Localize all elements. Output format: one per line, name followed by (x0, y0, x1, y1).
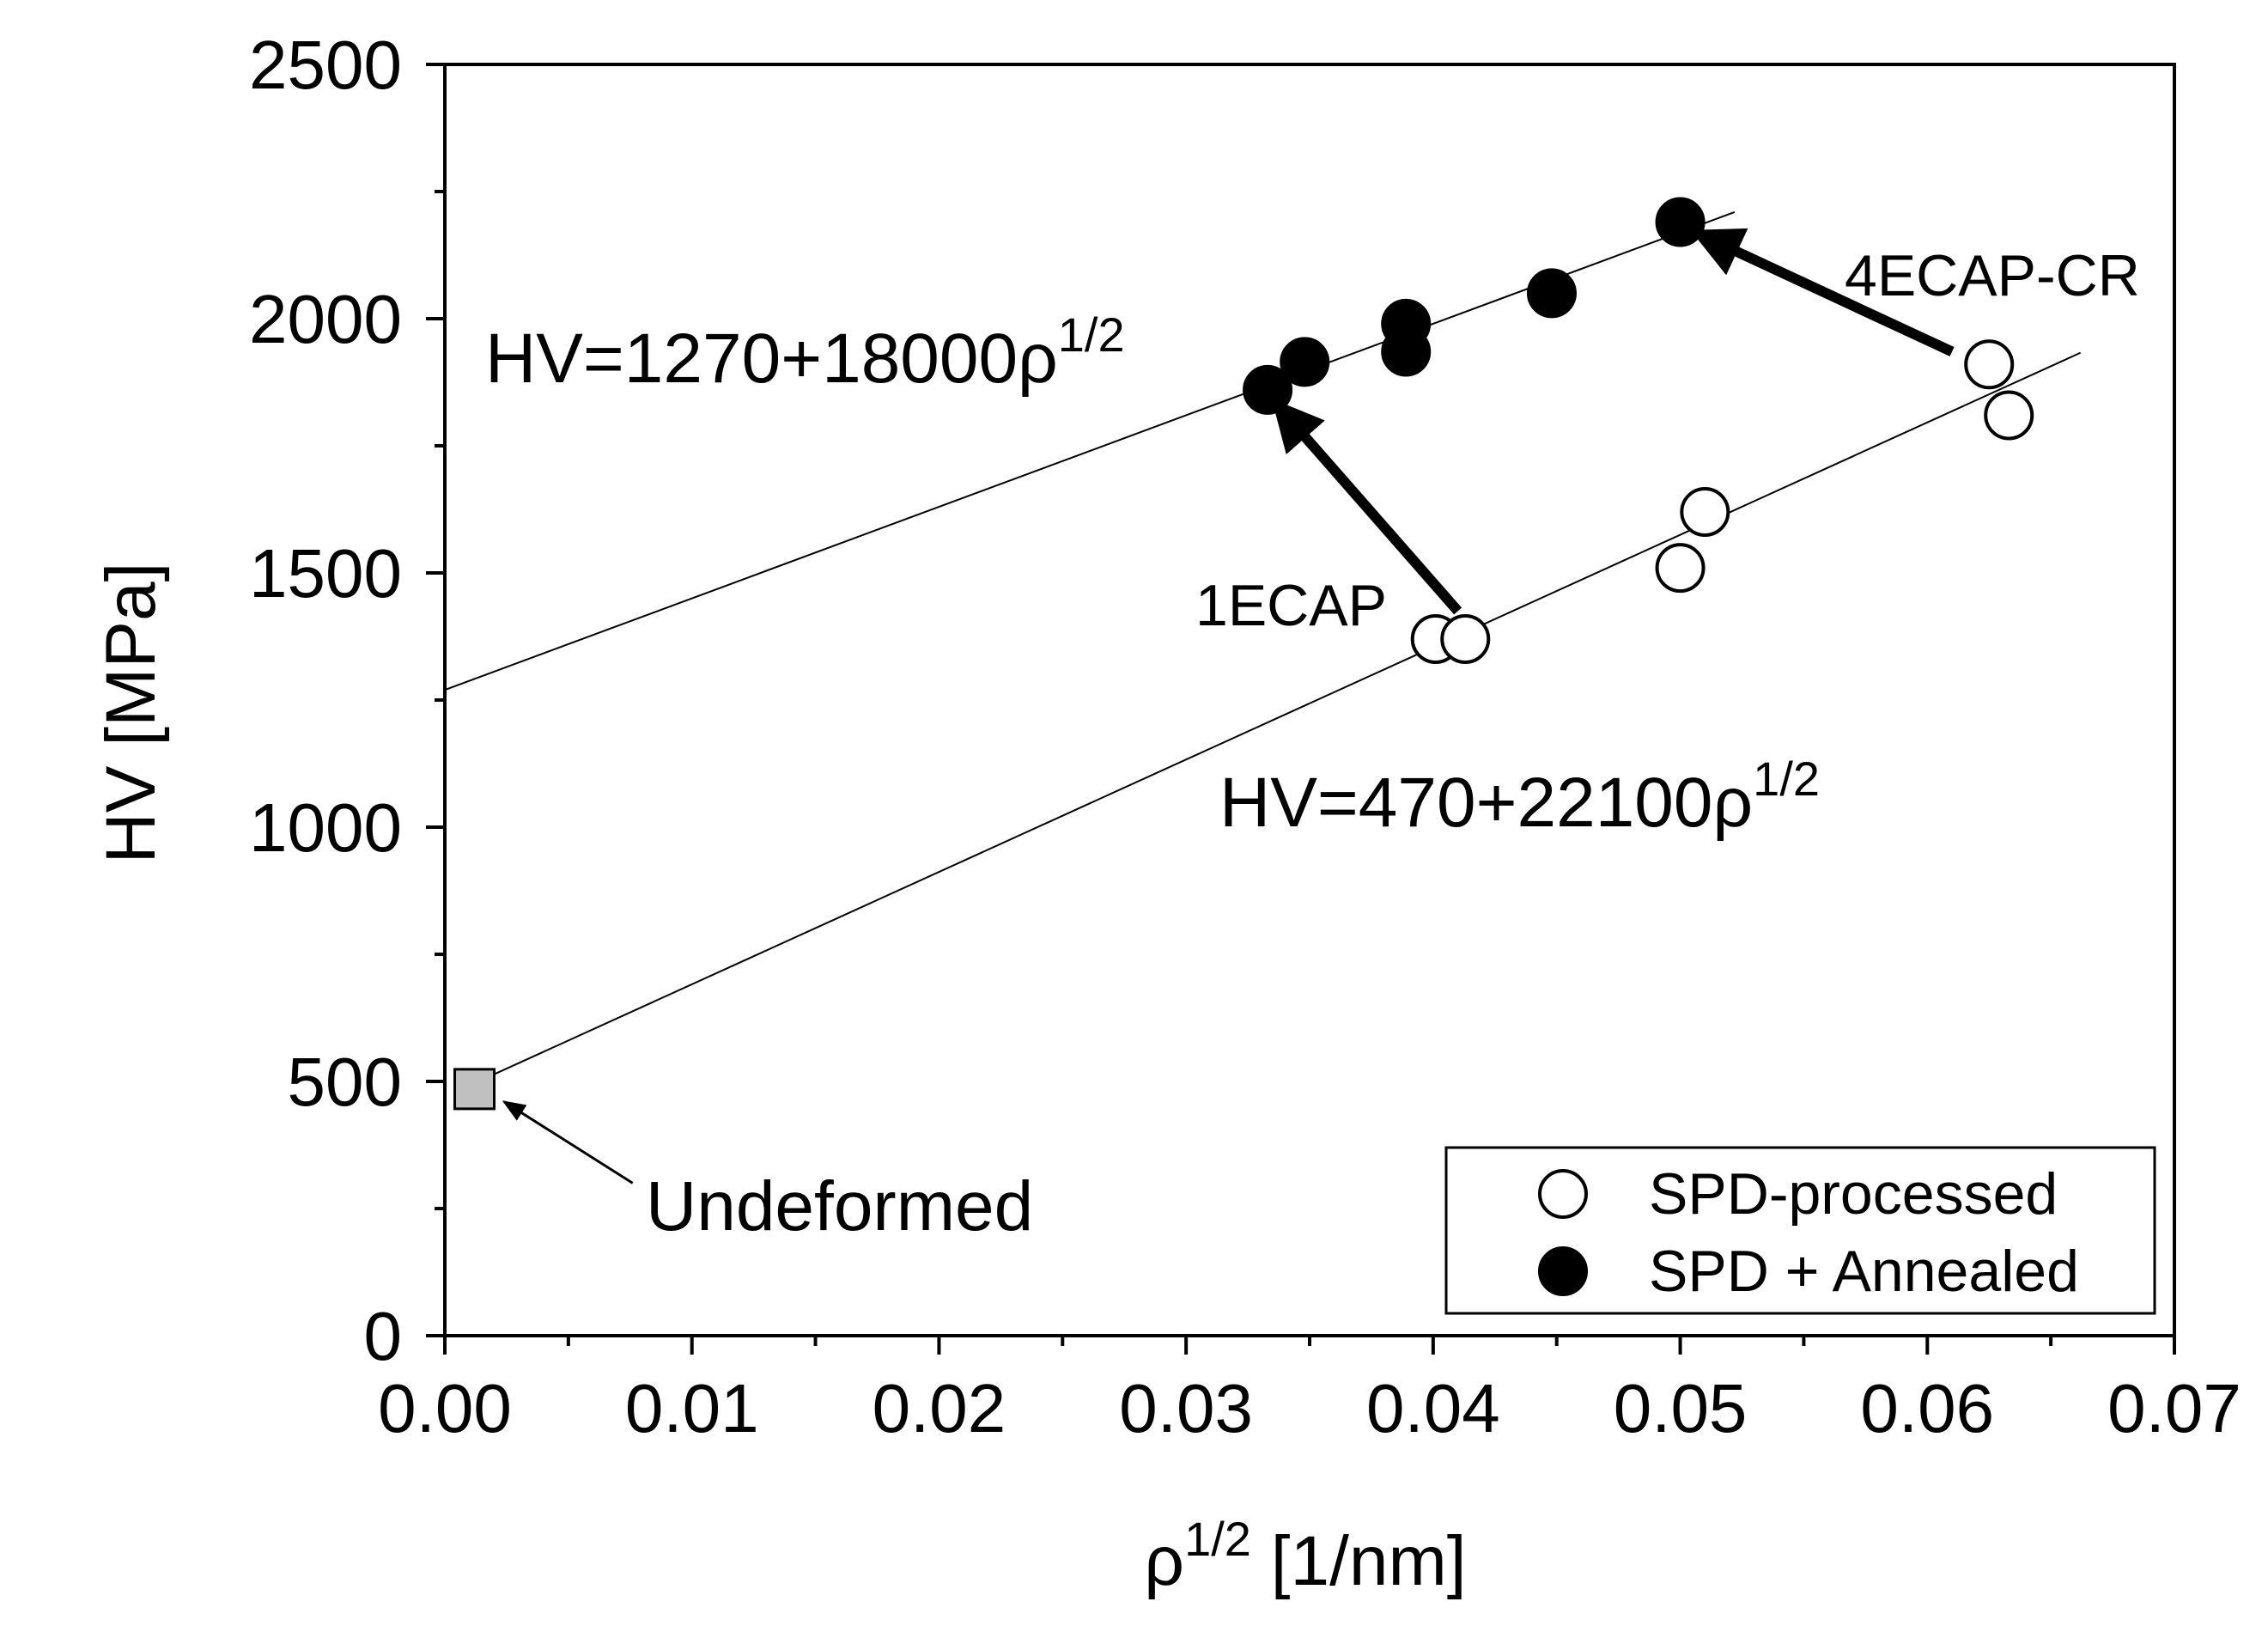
x-tick-label: 0.07 (2107, 1370, 2241, 1446)
legend-label-spd-processed: SPD-processed (1649, 1161, 2058, 1227)
x-tick-label: 0.06 (1860, 1370, 1994, 1446)
y-tick-label: 0 (364, 1298, 403, 1374)
annotation-arrow (1690, 227, 1955, 356)
data-point-spd-annealed (1526, 268, 1577, 319)
fit-line-processed (474, 351, 2082, 1084)
equation-annealed: HV=1270+18000ρ1/2 (485, 308, 1125, 398)
data-point-spd-annealed (1243, 364, 1293, 415)
data-point-spd-processed (1680, 486, 1730, 537)
annotation-arrow (502, 1100, 634, 1184)
legend-marker-spd-annealed (1538, 1246, 1588, 1296)
label-1ecap: 1ECAP (1195, 573, 1387, 638)
x-tick-label: 0.04 (1366, 1370, 1500, 1446)
annotation-arrow (1271, 399, 1462, 615)
legend-marker-spd-processed (1538, 1169, 1588, 1219)
x-axis-title: ρ1/2 [1/nm] (1144, 1512, 1466, 1600)
data-point-spd-processed (1440, 613, 1491, 664)
x-tick-label: 0.01 (625, 1370, 759, 1446)
y-tick-label: 2500 (249, 27, 402, 103)
x-axis-title-rho: ρ (1144, 1522, 1184, 1600)
equation-processed-exponent: 1/2 (1753, 752, 1820, 806)
x-axis-title-exponent: 1/2 (1184, 1512, 1251, 1566)
equation-annealed-exponent: 1/2 (1058, 308, 1125, 362)
x-tick-label: 0.00 (378, 1370, 512, 1446)
y-tick-label: 1000 (249, 789, 402, 866)
label-4ecap-cr: 4ECAP-CR (1845, 243, 2140, 308)
legend-label-spd-annealed: SPD + Annealed (1649, 1239, 2079, 1304)
label-undeformed: Undeformed (646, 1167, 1033, 1245)
data-point-spd-processed (1984, 390, 2034, 441)
data-point-undeformed (453, 1068, 496, 1111)
x-tick-label: 0.05 (1614, 1370, 1748, 1446)
y-tick-label: 500 (288, 1044, 402, 1120)
equation-processed: HV=470+22100ρ1/2 (1219, 752, 1820, 842)
y-axis-title: HV [MPa] (92, 563, 170, 864)
x-tick-label: 0.02 (873, 1370, 1006, 1446)
fit-lines-layer (444, 210, 2082, 1084)
y-tick-label: 1500 (249, 535, 402, 612)
data-point-spd-annealed (1381, 326, 1432, 377)
y-tick-label: 2000 (249, 281, 402, 357)
data-points-layer (453, 197, 2034, 1111)
data-point-spd-annealed (1655, 197, 1706, 247)
fit-line-annealed (444, 210, 1736, 691)
tick-labels-layer: 0.00 0.01 0.02 0.03 0.04 0.05 0.06 0.07 0 500 1000… (249, 27, 2241, 1446)
legend: SPD-processed SPD + Annealed (1444, 1146, 2156, 1315)
equation-annealed-main: HV=1270+18000ρ (485, 320, 1058, 398)
data-point-spd-processed (1655, 543, 1706, 594)
equation-processed-main: HV=470+22100ρ (1219, 764, 1753, 842)
x-tick-label: 0.03 (1119, 1370, 1253, 1446)
data-point-spd-processed (1964, 339, 2015, 390)
data-point-spd-annealed (1280, 337, 1330, 387)
x-axis-title-unit: [1/nm] (1251, 1522, 1467, 1600)
arrows-layer (502, 227, 1955, 1184)
